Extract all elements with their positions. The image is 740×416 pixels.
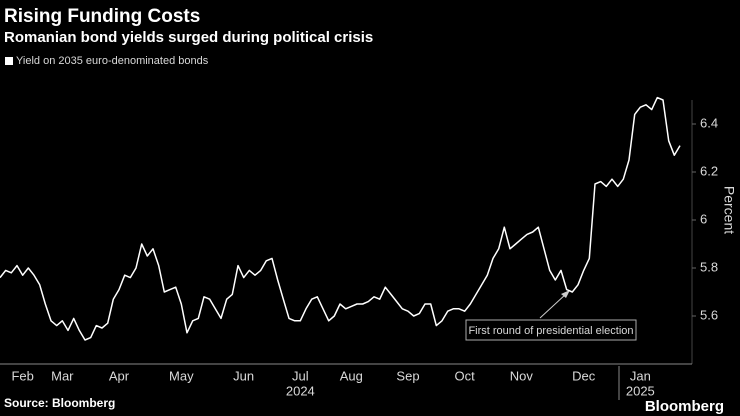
y-tick-label: 6 (700, 211, 707, 226)
x-tick-label: Nov (510, 368, 534, 383)
y-tick-label: 5.8 (700, 259, 718, 274)
x-tick-label: Dec (572, 368, 596, 383)
x-tick-label: Mar (51, 368, 74, 383)
annotation: First round of presidential election (468, 325, 633, 337)
x-tick-label: Jun (233, 368, 254, 383)
brand: Bloomberg (645, 398, 724, 415)
x-tick-label: Jan (630, 368, 651, 383)
legend-swatch (5, 57, 13, 65)
x-tick-label: May (169, 368, 194, 383)
y-axis-label: Percent (721, 186, 737, 234)
x-tick-label: Oct (455, 368, 476, 383)
line-series (0, 96, 681, 341)
x-tick-label: Feb (11, 368, 33, 383)
annotation-arrowhead (561, 290, 570, 298)
chart-title: Rising Funding Costs (4, 6, 200, 27)
y-tick-label: 6.2 (700, 163, 718, 178)
x-tick-label: Sep (396, 368, 419, 383)
y-tick-label: 5.6 (700, 307, 718, 322)
x-tick-label: Aug (340, 368, 363, 383)
source: Source: Bloomberg (4, 396, 115, 410)
y-tick-label: 6.4 (700, 115, 718, 130)
annotation-arrow (539, 293, 567, 319)
year-label: 2024 (286, 383, 315, 398)
year-label: 2025 (626, 383, 655, 398)
x-tick-label: Apr (109, 368, 130, 383)
chart-subtitle: Romanian bond yields surged during polit… (4, 29, 373, 46)
x-tick-label: Jul (292, 368, 309, 383)
annotation-box (465, 319, 637, 341)
legend-label: Yield on 2035 euro-denominated bonds (16, 55, 209, 67)
